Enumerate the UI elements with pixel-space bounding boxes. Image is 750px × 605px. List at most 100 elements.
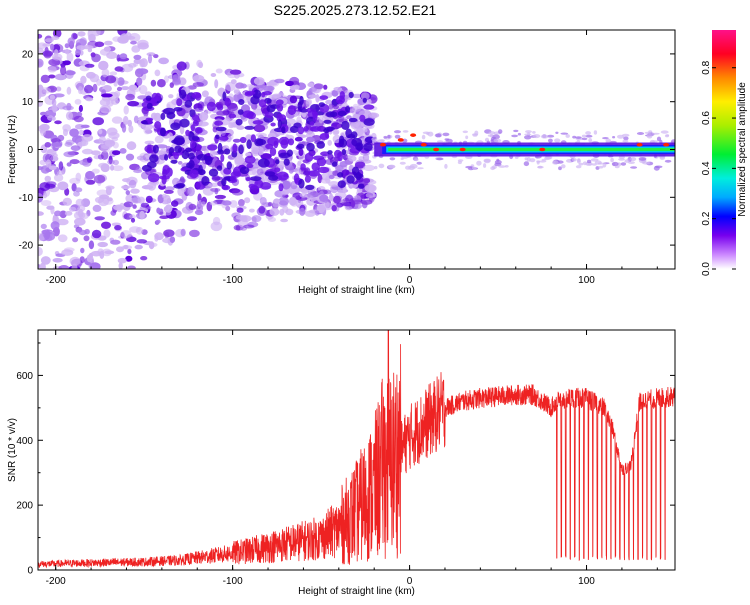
- heatmap-blob: [197, 121, 209, 127]
- heatmap-blob: [229, 69, 242, 75]
- heatmap-blob: [483, 163, 487, 168]
- heatmap-blob: [561, 164, 566, 169]
- heatmap-blob: [288, 196, 297, 206]
- heatmap-blob: [312, 155, 325, 161]
- heatmap-blob: [646, 134, 653, 139]
- heatmap-blob: [618, 155, 626, 159]
- heatmap-blob: [472, 133, 479, 136]
- heatmap-blob: [198, 164, 203, 174]
- heatmap-blob: [104, 250, 115, 255]
- heatmap-blob: [140, 202, 150, 208]
- heatmap-blob: [190, 140, 196, 149]
- heatmap-blob: [221, 178, 227, 187]
- heatmap-blob: [66, 162, 72, 167]
- heatmap-blob: [48, 74, 56, 79]
- heatmap-blob: [262, 91, 272, 96]
- heatmap-blob: [62, 197, 72, 206]
- heatmap-blob: [620, 162, 627, 166]
- heatmap-blob: [78, 229, 87, 236]
- carrier-hotspot: [410, 133, 417, 137]
- heatmap-blob: [98, 162, 109, 169]
- heatmap-blob: [274, 78, 285, 84]
- snr-line: [38, 330, 675, 569]
- heatmap-blob: [346, 115, 352, 120]
- heatmap-blob: [135, 166, 142, 172]
- heatmap-blob: [337, 180, 346, 188]
- heatmap-blob: [207, 144, 218, 151]
- heatmap-blob: [465, 135, 469, 140]
- heatmap-blob: [126, 141, 137, 151]
- heatmap-blob: [38, 58, 44, 68]
- heatmap-blob: [171, 151, 184, 156]
- heatmap-blob: [148, 241, 155, 250]
- heatmap-blob: [624, 159, 630, 163]
- heatmap-blob: [167, 74, 179, 80]
- heatmap-blob: [63, 128, 68, 137]
- heatmap-blob: [74, 217, 86, 226]
- heatmap-blob: [66, 52, 74, 62]
- heatmap-blob: [51, 36, 60, 40]
- heatmap-blob: [289, 95, 298, 104]
- heatmap-blob: [359, 114, 366, 122]
- heatmap-blob: [54, 120, 62, 125]
- heatmap-blob: [254, 179, 264, 189]
- heatmap-blob: [328, 181, 340, 187]
- heatmap-blob: [123, 120, 128, 125]
- heatmap-blob: [267, 217, 276, 222]
- heatmap-blob: [259, 197, 267, 205]
- heatmap-blob: [435, 133, 442, 138]
- heatmap-ytick-label: -10: [19, 193, 34, 204]
- heatmap-blob: [119, 148, 127, 154]
- heatmap-blob: [84, 63, 95, 68]
- heatmap-blob: [225, 81, 236, 92]
- heatmap-blob: [314, 210, 320, 216]
- heatmap-blob: [594, 160, 602, 165]
- heatmap-blob: [54, 210, 62, 217]
- heatmap-blob: [105, 138, 111, 144]
- heatmap-blob: [249, 208, 255, 213]
- heatmap-blob: [345, 106, 351, 113]
- heatmap-blob: [331, 89, 339, 97]
- heatmap-blob: [309, 86, 318, 92]
- heatmap-blob: [136, 68, 149, 75]
- heatmap-blob: [189, 169, 199, 179]
- heatmap-blob: [85, 179, 96, 185]
- heatmap-blob: [311, 109, 317, 117]
- heatmap-blob: [394, 130, 401, 134]
- heatmap-xtick-label: 100: [578, 275, 595, 286]
- heatmap-blob: [237, 109, 244, 115]
- heatmap-blob: [96, 189, 109, 197]
- heatmap-blob: [294, 136, 303, 142]
- heatmap-blob: [99, 105, 112, 114]
- heatmap-blob: [228, 113, 237, 119]
- heatmap-blob: [192, 119, 199, 127]
- heatmap-blob: [524, 135, 532, 140]
- heatmap-blob: [113, 204, 124, 211]
- carrier-hotspot: [636, 142, 643, 147]
- heatmap-blob: [43, 149, 55, 154]
- heatmap-blob: [70, 145, 81, 152]
- heatmap-blob: [139, 210, 145, 220]
- heatmap-blob: [659, 155, 666, 160]
- heatmap-blob: [305, 184, 315, 190]
- heatmap-blob: [304, 175, 311, 183]
- heatmap-blob: [258, 205, 266, 214]
- heatmap-blob: [305, 98, 313, 105]
- heatmap-blob: [302, 170, 310, 176]
- carrier-band-green: [388, 148, 675, 151]
- heatmap-blob: [98, 129, 103, 135]
- heatmap-blob: [339, 161, 348, 168]
- heatmap-blob: [279, 208, 285, 216]
- heatmap-blob: [383, 135, 388, 139]
- heatmap-blob: [427, 131, 434, 137]
- heatmap-blob: [75, 172, 82, 182]
- heatmap-blob: [244, 155, 256, 164]
- heatmap-blob: [256, 168, 264, 176]
- heatmap-blob: [198, 61, 204, 69]
- heatmap-blob: [131, 45, 141, 53]
- heatmap-blob: [66, 86, 72, 95]
- heatmap-blob: [283, 158, 290, 166]
- heatmap-blob: [38, 246, 43, 257]
- heatmap-blob: [52, 214, 58, 222]
- heatmap-blob: [97, 241, 108, 248]
